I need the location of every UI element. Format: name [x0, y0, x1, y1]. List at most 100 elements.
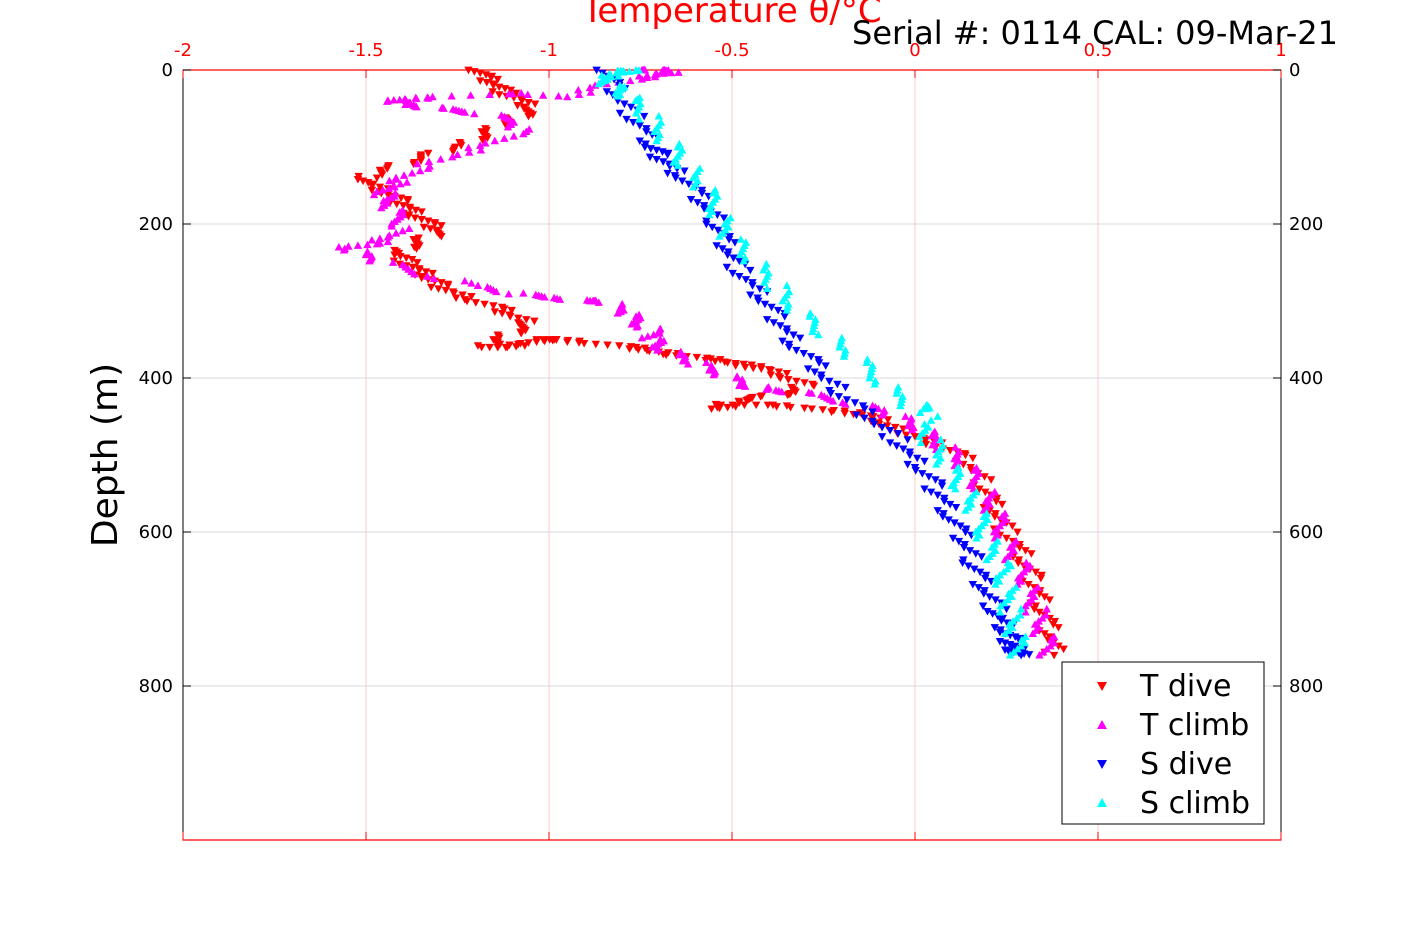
data-point	[375, 234, 385, 242]
data-point	[485, 343, 494, 352]
data-point	[749, 364, 758, 373]
data-point	[997, 500, 1007, 509]
data-point	[1027, 550, 1036, 558]
data-point	[841, 346, 850, 354]
data-point	[522, 316, 531, 324]
data-point	[915, 408, 925, 417]
data-point	[702, 358, 711, 366]
data-point	[485, 90, 494, 98]
data-point	[693, 199, 702, 207]
data-point	[1049, 621, 1058, 629]
data-point	[1011, 537, 1021, 545]
data-point	[391, 229, 401, 237]
data-point	[344, 242, 353, 250]
data-point	[931, 476, 940, 484]
data-point	[968, 454, 978, 463]
legend-label: S dive	[1140, 747, 1232, 782]
data-point	[508, 89, 517, 98]
x-tick-label: 0	[909, 40, 920, 61]
x-tick-label: 0.5	[1084, 40, 1113, 61]
data-point	[757, 365, 766, 373]
data-point	[517, 97, 527, 105]
data-point	[1054, 624, 1063, 632]
data-point	[424, 157, 434, 165]
data-point	[399, 210, 408, 219]
data-point	[746, 291, 755, 300]
data-point	[702, 220, 711, 229]
data-point	[713, 226, 723, 235]
data-point	[511, 89, 521, 98]
data-point	[538, 91, 548, 99]
data-point	[826, 390, 836, 398]
data-point	[385, 231, 394, 239]
data-point	[554, 91, 563, 100]
data-point	[495, 91, 504, 99]
data-point	[730, 239, 740, 247]
data-point	[993, 537, 1002, 545]
data-point	[909, 423, 918, 432]
data-point	[997, 617, 1006, 625]
data-point	[728, 269, 737, 278]
data-point	[429, 274, 439, 283]
data-point	[428, 269, 437, 278]
data-point	[723, 359, 732, 367]
data-point	[699, 205, 709, 213]
data-point	[663, 169, 672, 178]
data-point	[389, 181, 399, 189]
data-point	[774, 368, 784, 377]
data-point	[636, 99, 645, 108]
data-point	[399, 202, 408, 210]
y-tick-label-left: 600	[139, 522, 173, 543]
data-point	[434, 285, 443, 293]
data-point	[891, 423, 900, 432]
data-point	[920, 420, 929, 428]
data-point	[741, 276, 751, 284]
data-point	[877, 433, 887, 441]
data-point	[741, 238, 751, 246]
data-point	[1040, 593, 1049, 601]
legend-marker	[1097, 720, 1107, 729]
data-point	[893, 383, 903, 391]
data-point	[936, 435, 945, 443]
data-point	[901, 412, 910, 420]
data-point	[680, 167, 689, 176]
data-point	[885, 427, 895, 435]
data-point	[447, 91, 456, 100]
data-point	[833, 380, 842, 389]
data-point	[735, 257, 744, 266]
data-point	[990, 487, 999, 496]
data-point	[538, 336, 548, 344]
data-point	[686, 196, 696, 204]
data-point	[419, 223, 429, 232]
data-point	[652, 155, 661, 164]
data-point	[591, 340, 601, 349]
data-point	[827, 408, 836, 417]
data-point	[718, 245, 727, 253]
data-point	[762, 316, 772, 324]
data-point	[950, 519, 959, 527]
x-tick-label: -1	[540, 40, 558, 61]
data-point	[443, 282, 453, 290]
data-point	[992, 497, 1001, 506]
data-point	[625, 67, 634, 75]
data-point	[974, 584, 983, 592]
data-point	[363, 240, 372, 249]
data-point	[658, 158, 668, 166]
data-point	[415, 266, 424, 275]
data-point	[825, 377, 834, 386]
data-point	[475, 141, 485, 149]
data-point	[490, 136, 500, 145]
data-point	[713, 192, 722, 200]
data-point	[563, 338, 572, 347]
data-point	[1002, 605, 1011, 614]
data-point	[1049, 632, 1059, 641]
data-point	[893, 430, 903, 438]
serial-annotation: Serial #: 0114 CAL: 09-Mar-21	[852, 14, 1338, 52]
data-point	[956, 469, 965, 477]
data-point	[755, 285, 765, 293]
data-point	[920, 457, 929, 466]
data-point	[778, 337, 787, 346]
data-point	[605, 69, 614, 78]
data-point	[924, 473, 934, 481]
